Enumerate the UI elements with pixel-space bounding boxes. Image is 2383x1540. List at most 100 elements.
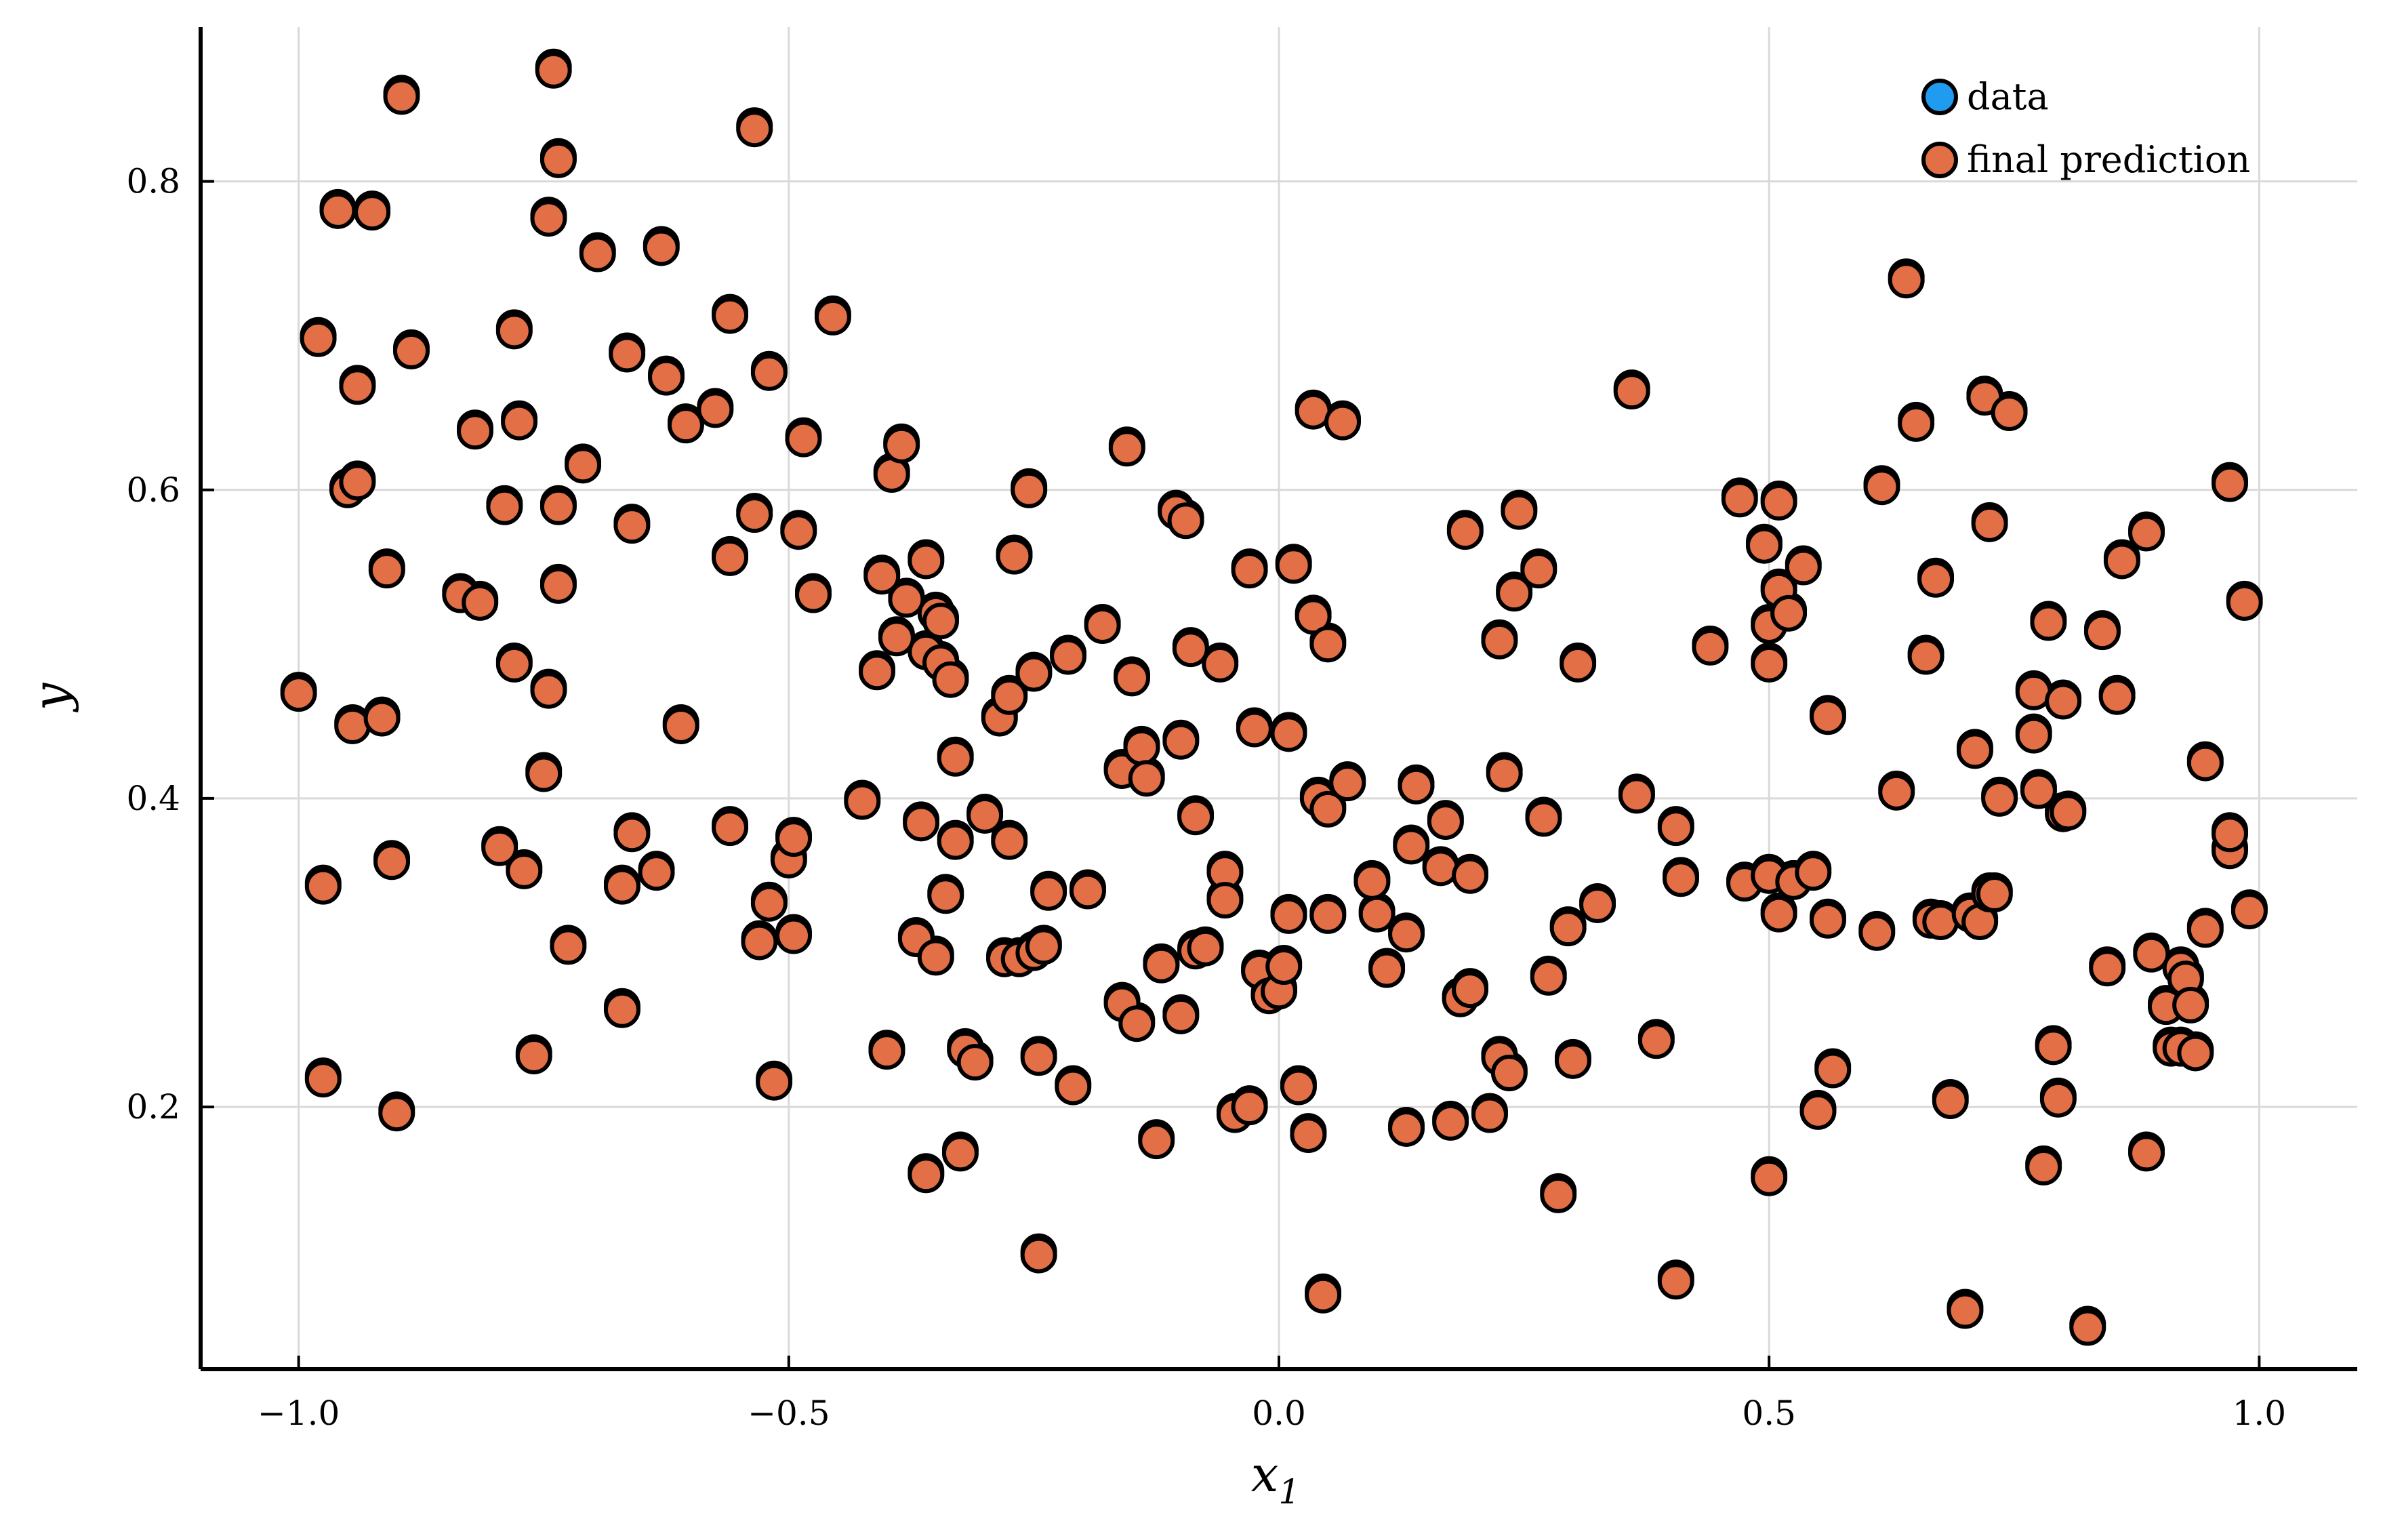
prediction-point: [1432, 1103, 1469, 1141]
prediction-point: [1388, 916, 1425, 953]
prediction-point: [1745, 527, 1783, 564]
x-tick-label: 1.0: [2233, 1394, 2287, 1433]
prediction-point: [1309, 790, 1347, 828]
prediction-point: [712, 297, 749, 334]
prediction-point: [741, 923, 778, 960]
prediction-point: [1971, 505, 2008, 542]
prediction-point: [1011, 471, 1048, 508]
prediction-point: [1956, 732, 1993, 769]
prediction-point: [756, 1063, 793, 1101]
prediction-point: [2025, 1148, 2062, 1186]
prediction-point: [917, 939, 954, 976]
prediction-point: [613, 507, 651, 544]
prediction-point: [373, 843, 411, 880]
legend-label-final-prediction: final prediction: [1967, 138, 2250, 181]
prediction-point: [304, 1061, 342, 1098]
legend-label-data: data: [1967, 75, 2049, 118]
prediction-point: [878, 620, 915, 657]
prediction-point: [2050, 794, 2087, 831]
prediction-point: [1898, 405, 1935, 442]
prediction-point: [1231, 552, 1268, 589]
prediction-point: [667, 407, 704, 444]
prediction-point: [550, 928, 587, 965]
prediction-point: [937, 739, 974, 777]
prediction-point: [1295, 598, 1332, 635]
prediction-point: [1452, 857, 1489, 894]
prediction-point: [1270, 715, 1307, 752]
prediction-point: [1084, 607, 1121, 645]
prediction-point: [1618, 777, 1655, 814]
prediction-point: [378, 1095, 415, 1132]
prediction-point: [1657, 809, 1694, 847]
prediction-point: [1760, 895, 1797, 933]
prediction-point: [2035, 1028, 2072, 1066]
prediction-point: [1025, 928, 1062, 965]
prediction-point: [750, 354, 788, 391]
x-axis-label-subscript: 1: [1278, 1472, 1300, 1512]
legend-marker-data: [1921, 79, 1958, 115]
prediction-point: [1050, 638, 1087, 675]
prediction-point: [1549, 910, 1587, 947]
prediction-point: [2177, 1034, 2214, 1072]
prediction-point: [697, 391, 734, 428]
prediction-point: [1496, 575, 1533, 612]
x-tick-label: 0.0: [1252, 1394, 1306, 1433]
prediction-point: [456, 413, 493, 450]
prediction-point: [2231, 893, 2268, 930]
prediction-point: [922, 603, 960, 640]
prediction-point: [1525, 800, 1562, 837]
prediction-point: [1118, 1005, 1156, 1042]
prediction-point: [863, 558, 901, 595]
prediction-point: [1030, 874, 1067, 911]
prediction-point: [603, 991, 640, 1028]
prediction-point: [794, 576, 832, 613]
y-tick-label: 0.4: [126, 779, 180, 818]
prediction-point: [775, 917, 813, 954]
prediction-point: [1486, 755, 1523, 792]
prediction-point: [1947, 1292, 1984, 1329]
prediction-point: [525, 755, 563, 792]
prediction-point: [1878, 773, 1915, 811]
prediction-point: [1309, 897, 1347, 934]
prediction-point: [1422, 849, 1459, 887]
prediction-point: [319, 192, 357, 229]
prediction-point: [1907, 638, 1944, 675]
prediction-point: [1471, 1096, 1508, 1133]
prediction-point: [1446, 513, 1484, 550]
prediction-point: [2186, 744, 2224, 782]
prediction-point: [383, 78, 420, 115]
prediction-point: [530, 200, 567, 237]
prediction-point: [1020, 1039, 1057, 1076]
axes: [199, 27, 2357, 1371]
prediction-point: [1020, 1236, 1057, 1274]
prediction-point: [1760, 483, 1797, 521]
prediction-point: [565, 447, 602, 484]
prediction-point: [1236, 710, 1273, 748]
prediction-point: [1814, 1051, 1852, 1089]
prediction-point: [1167, 502, 1204, 540]
prediction-point: [648, 359, 685, 396]
prediction-point: [1452, 971, 1489, 1009]
prediction-point: [1795, 854, 1832, 891]
y-axis-label: y: [22, 682, 79, 712]
prediction-point: [2103, 542, 2140, 580]
prediction-point: [1114, 660, 1151, 697]
prediction-point: [2128, 514, 2165, 552]
prediction-point: [280, 675, 317, 712]
prediction-point: [1108, 430, 1145, 467]
prediction-point: [1015, 655, 1053, 692]
prediction-point: [785, 420, 822, 458]
tick-labels: −1.0 −0.5 0.0 0.5 1.0 0.2 0.4 0.6 0.8: [126, 162, 2286, 1433]
prediction-point: [1932, 1082, 1969, 1119]
prediction-point: [1481, 622, 1518, 660]
prediction-point: [1981, 779, 2018, 817]
x-tick-label: 0.5: [1742, 1394, 1796, 1433]
prediction-point: [363, 700, 401, 737]
y-tick-label: 0.6: [126, 470, 180, 510]
prediction-point: [932, 661, 969, 698]
prediction-point: [1490, 1055, 1528, 1092]
prediction-point: [495, 312, 533, 350]
prediction-point: [1172, 630, 1209, 668]
x-tick-label: −0.5: [748, 1394, 830, 1433]
prediction-point: [1265, 948, 1303, 985]
